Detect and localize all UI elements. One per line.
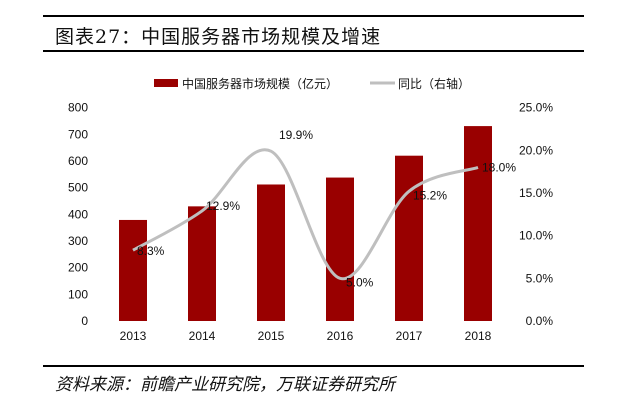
x-tick: 2013 [120,329,147,343]
data-label: 8.3% [137,244,165,258]
source-note: 资料来源：前瞻产业研究院，万联证券研究所 [55,375,395,395]
bar [257,184,285,321]
x-tick: 2017 [396,329,423,343]
top-rule [43,15,584,17]
bar [326,177,354,321]
data-label: 15.2% [413,188,447,202]
bar [119,219,147,321]
bar [395,155,423,321]
y-right-tick: 5.0% [526,271,554,285]
bar [188,206,216,321]
y-left-tick: 100 [68,287,88,301]
y-left-tick: 700 [68,127,88,141]
data-label: 18.0% [482,160,516,174]
data-label: 5.0% [346,275,374,289]
y-left-tick: 200 [68,261,88,275]
y-right-tick: 0.0% [526,314,554,328]
y-left-tick: 600 [68,154,88,168]
source-rule [43,365,584,367]
y-right-tick: 10.0% [519,229,553,243]
x-tick: 2014 [189,329,216,343]
bar [464,126,492,321]
y-left-tick: 800 [68,101,88,115]
legend-line-label: 同比（右轴） [398,76,470,91]
x-tick: 2015 [258,329,285,343]
title-rule [43,50,584,52]
legend-bar-label: 中国服务器市场规模（亿元） [182,76,338,91]
y-left-tick: 400 [68,207,88,221]
chart-title: 图表27：中国服务器市场规模及增速 [55,26,382,48]
y-right-tick: 25.0% [519,101,553,115]
y-right-tick: 15.0% [519,186,553,200]
legend-bar-swatch [154,79,178,87]
y-left-tick: 300 [68,234,88,248]
y-left-tick: 0 [81,314,88,328]
y-right-tick: 20.0% [519,143,553,157]
x-tick: 2016 [327,329,354,343]
data-label: 12.9% [206,199,240,213]
x-tick: 2018 [465,329,492,343]
growth-line [132,148,479,280]
y-left-tick: 500 [68,181,88,195]
data-label: 19.9% [279,128,313,142]
